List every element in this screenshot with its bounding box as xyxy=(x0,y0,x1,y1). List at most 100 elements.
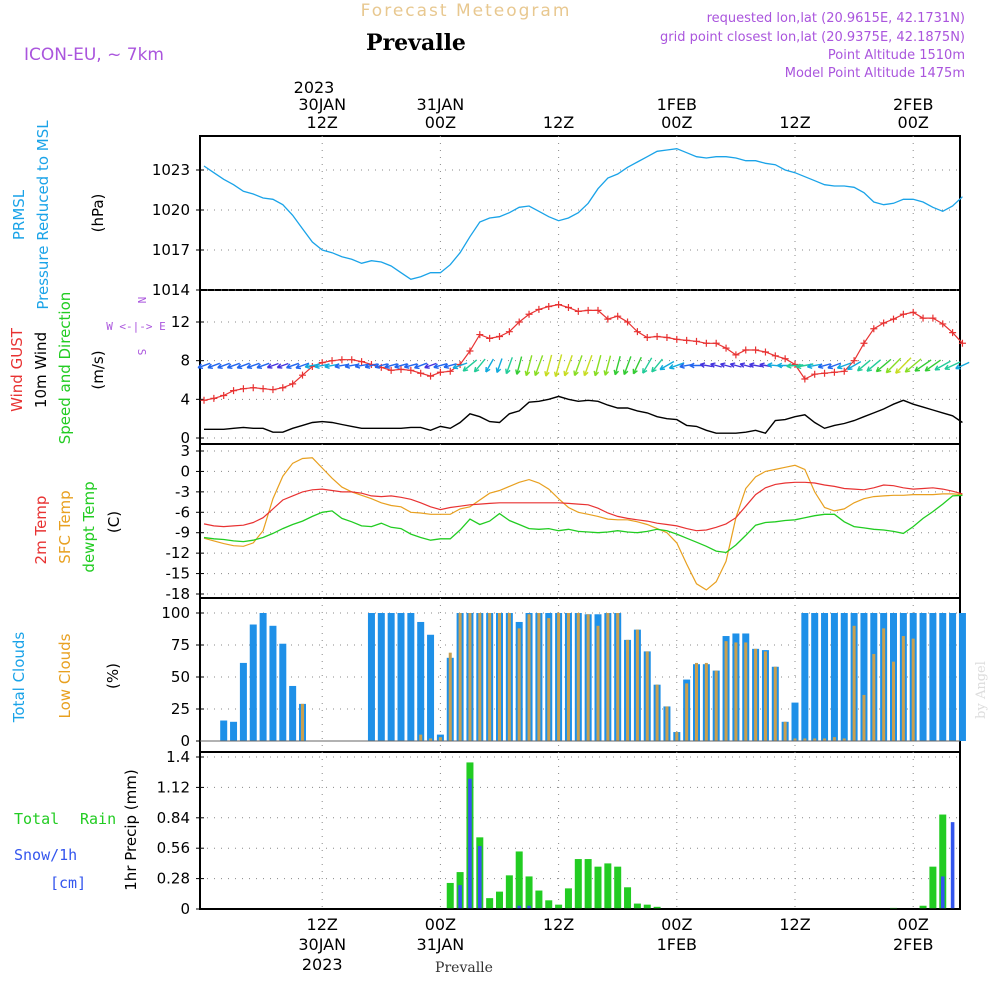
wind-direction-arrow xyxy=(786,363,804,369)
snow-bar xyxy=(950,822,955,909)
wind-direction-arrow xyxy=(583,355,593,377)
low-clouds-bar xyxy=(793,738,797,741)
wind-direction-arrow xyxy=(593,355,602,377)
low-clouds-bar xyxy=(665,706,669,741)
wind-direction-arrow xyxy=(632,356,642,375)
wind-direction-arrow xyxy=(846,360,862,371)
gust-marker xyxy=(929,314,937,322)
pressure-ytick-label: 1023 xyxy=(152,161,190,179)
total-clouds-bar xyxy=(427,634,435,741)
wind-dir-label: Speed and Direction xyxy=(56,292,74,445)
wind-ytick-label: 0 xyxy=(180,429,190,447)
wind-direction-arrow xyxy=(384,363,398,369)
snow-bar xyxy=(940,876,945,909)
total-clouds-bar xyxy=(791,702,799,741)
total-clouds-bar xyxy=(230,721,238,741)
bottom-time-label: 31JAN xyxy=(417,935,465,954)
low-clouds-bar xyxy=(645,651,649,741)
wind-direction-arrow xyxy=(226,362,240,369)
wind-direction-arrow xyxy=(955,361,970,370)
gust-marker xyxy=(348,356,356,364)
wind-direction-arrow xyxy=(354,363,369,369)
low-clouds-bar xyxy=(626,639,630,741)
gust-marker xyxy=(870,325,878,333)
wind-direction-arrow xyxy=(651,358,663,373)
temperature-ytick-label: -18 xyxy=(166,585,191,603)
gust-marker xyxy=(860,339,868,347)
gust-marker xyxy=(446,367,454,375)
pressure-unit: (hPa) xyxy=(89,194,107,233)
low-clouds-bar xyxy=(704,662,708,741)
temperature-ytick-label: -9 xyxy=(175,524,190,542)
wind-direction-arrow xyxy=(668,362,685,370)
wind-unit: (m/s) xyxy=(89,350,107,389)
rain-bar xyxy=(486,898,494,909)
gust-marker xyxy=(732,351,740,359)
watermark: by Angel xyxy=(974,661,989,719)
gust-marker xyxy=(436,368,444,376)
wind-direction-arrow xyxy=(904,358,922,373)
low-clouds-bar xyxy=(714,670,718,741)
low-clouds-bar xyxy=(616,613,620,741)
gust-marker xyxy=(693,337,700,345)
clouds-ytick-label: 50 xyxy=(171,668,190,686)
gust-marker xyxy=(712,339,720,347)
gust-line xyxy=(203,303,963,401)
precip-labels: Total Rain Snow/1h [cm] 1hr Precip (mm) xyxy=(14,769,140,892)
point-altitude: Point Altitude 1510m xyxy=(828,48,965,63)
low-clouds-bar xyxy=(734,642,738,741)
gust-marker xyxy=(210,394,218,402)
gust-marker xyxy=(299,371,306,379)
wind-direction-arrow xyxy=(413,362,428,370)
low-clouds-bar xyxy=(685,683,689,741)
wind-direction-arrow xyxy=(236,362,250,370)
total-clouds-bar xyxy=(279,643,287,741)
temperature-ytick-label: -15 xyxy=(166,565,191,583)
total-clouds-bar xyxy=(929,613,937,741)
dewpt-label: dewpt Temp xyxy=(80,481,98,572)
total-clouds-bar xyxy=(220,720,228,741)
wind-direction-arrow xyxy=(533,355,544,377)
footer-location: Prevalle xyxy=(435,960,493,976)
gust-marker xyxy=(752,346,760,354)
wind-direction-arrow xyxy=(374,363,388,369)
temperature-ytick-label: 0 xyxy=(180,462,190,480)
wind-direction-arrow xyxy=(364,363,378,369)
total-label: Total xyxy=(14,810,59,828)
wind-direction-arrow xyxy=(856,359,871,372)
low-clouds-bar xyxy=(606,613,610,741)
bottom-time-label: 12Z xyxy=(543,915,574,934)
bottom-time-label: 12Z xyxy=(307,915,338,934)
wind-labels: Wind GUST 10m Wind Speed and Direction (… xyxy=(8,292,166,445)
wind-direction-arrow xyxy=(573,355,583,377)
rain-bar xyxy=(555,904,563,909)
wind-direction-arrow xyxy=(295,362,310,370)
low-clouds-bar xyxy=(842,738,846,741)
low-clouds-bar xyxy=(498,613,501,741)
wind-direction-arrow xyxy=(256,362,270,369)
top-hour-label: 12Z xyxy=(779,113,810,132)
low-clouds-bar xyxy=(675,732,679,741)
gust-marker xyxy=(269,386,277,394)
total-clouds-bar xyxy=(269,625,277,741)
rain-bar xyxy=(545,900,553,909)
snow-unit-label: [cm] xyxy=(50,874,86,892)
total-clouds-bar xyxy=(249,624,257,741)
top-hour-label: 00Z xyxy=(661,113,692,132)
wind-direction-arrow xyxy=(524,355,533,377)
gust-marker xyxy=(604,315,612,323)
gust-marker xyxy=(259,385,267,393)
gust-marker xyxy=(466,347,474,355)
gust-marker xyxy=(496,333,503,340)
low-clouds-bar xyxy=(438,737,442,741)
bottom-time-label: 1FEB xyxy=(657,935,697,954)
wind-direction-arrow xyxy=(895,357,912,374)
pressure-ytick-label: 1014 xyxy=(152,281,190,299)
gust-marker xyxy=(890,315,897,323)
wind-direction-arrow xyxy=(806,363,823,369)
low-clouds-bar xyxy=(596,625,600,741)
bottom-time-label: 30JAN xyxy=(298,935,346,954)
clouds-unit: (%) xyxy=(104,663,122,689)
low-clouds-bar xyxy=(566,613,570,741)
